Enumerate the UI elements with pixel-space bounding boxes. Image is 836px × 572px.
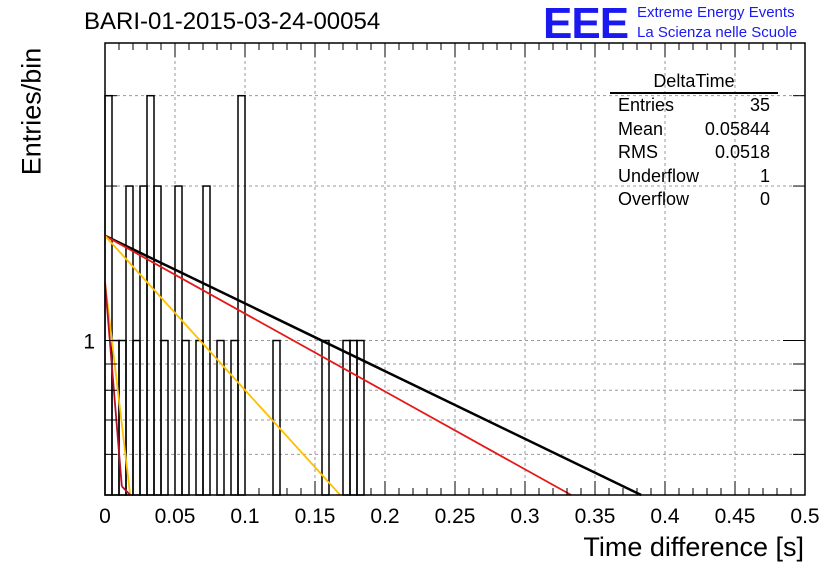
stats-value: 1 xyxy=(759,165,770,186)
x-tick-label: 0.1 xyxy=(230,505,259,528)
stats-label: Mean xyxy=(618,118,664,139)
stats-row-rms: RMS 0.0518 xyxy=(610,141,778,165)
stats-row-mean: Mean 0.05844 xyxy=(610,118,778,142)
stats-label: RMS xyxy=(618,142,658,162)
stats-label: Entries xyxy=(618,95,675,115)
x-tick-label: 0.35 xyxy=(575,505,616,528)
x-tick-label: 0.15 xyxy=(295,505,336,528)
stats-value: 0 xyxy=(759,189,770,209)
logo-line-1: Extreme Energy Events xyxy=(637,4,795,21)
eee-logo: EEE xyxy=(543,0,629,48)
y-axis-label: Entries/bin xyxy=(16,47,47,176)
stats-label: Underflow xyxy=(618,165,700,186)
x-tick-label: 0.5 xyxy=(790,505,819,528)
fit-line xyxy=(104,235,341,496)
x-axis-label: Time difference [s] xyxy=(583,532,804,562)
x-tick-label: 0.4 xyxy=(650,505,680,528)
fit-line xyxy=(104,281,123,487)
stats-value: 35 xyxy=(749,95,770,115)
stats-label: Overflow xyxy=(618,189,690,209)
x-tick-label: 0.2 xyxy=(370,505,399,528)
x-tick-label: 0 xyxy=(99,505,111,528)
fit-line xyxy=(104,281,132,496)
histogram-bin xyxy=(237,94,246,496)
fit-line xyxy=(104,234,642,497)
chart-title: BARI-01-2015-03-24-00054 xyxy=(84,8,381,35)
stats-row-entries: Entries 35 xyxy=(610,94,778,118)
logo-line-2: La Scienza nelle Scuole xyxy=(637,24,798,41)
y-tick-label: 1 xyxy=(83,331,95,354)
stats-row-overflow: Overflow 0 xyxy=(610,188,778,212)
stats-row-underflow: Underflow 1 xyxy=(610,165,778,189)
histogram-bin xyxy=(146,94,155,496)
stats-value: 0.0518 xyxy=(714,142,770,162)
stats-box: DeltaTime Entries 35 Mean 0.05844 RMS 0.… xyxy=(610,70,778,212)
x-tick-label: 0.25 xyxy=(435,505,476,528)
stats-title: DeltaTime xyxy=(610,70,778,94)
stats-value: 0.05844 xyxy=(704,118,770,139)
x-tick-label: 0.05 xyxy=(155,505,196,528)
fit-line xyxy=(121,485,131,496)
fit-line xyxy=(104,234,572,496)
x-tick-label: 0.3 xyxy=(510,505,539,528)
x-tick-label: 0.45 xyxy=(715,505,756,528)
